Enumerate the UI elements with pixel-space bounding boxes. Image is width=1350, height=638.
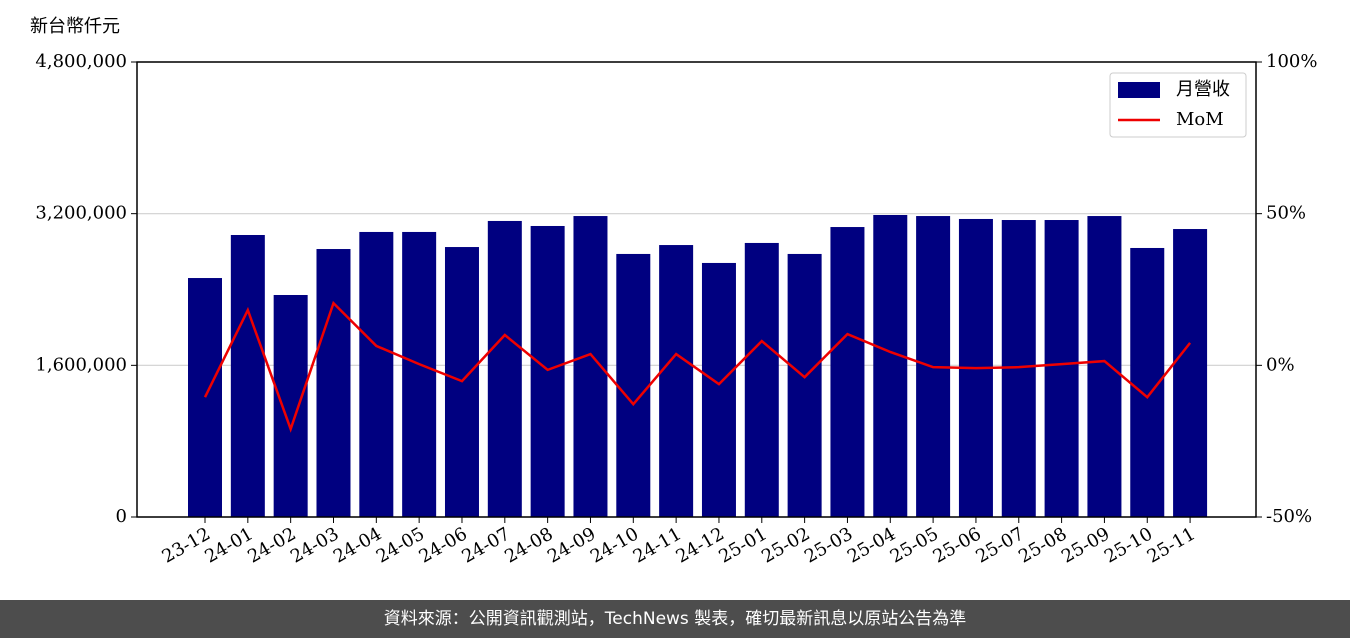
x-tick-label: 24-01	[201, 523, 256, 567]
y2-tick-label: 100%	[1266, 51, 1317, 72]
plot-frame	[136, 61, 1257, 518]
x-tick-label: 24-07	[458, 523, 513, 567]
chart: 新台幣仟元 0 1,600,000 3,200,000 4,800,000 -50% 0%…	[30, 16, 1317, 568]
x-tick-label: 24-08	[501, 523, 556, 567]
x-tick-label: 24-12	[673, 523, 728, 567]
bar	[701, 262, 736, 517]
legend-swatch	[1118, 82, 1160, 98]
bar	[830, 227, 865, 517]
bar	[273, 294, 308, 517]
legend-label: 月營收	[1176, 79, 1230, 100]
bar	[787, 253, 822, 517]
x-tick-label: 25-02	[758, 523, 813, 567]
bar	[316, 249, 351, 517]
footer: 資料來源：公開資訊觀測站，TechNews 製表，確切最新訊息以原站公告為準	[0, 600, 1350, 638]
x-tick-label: 24-04	[330, 523, 385, 567]
x-tick-label: 25-07	[972, 523, 1027, 567]
x-tick-label: 25-11	[1144, 523, 1199, 567]
x-tick-label: 24-11	[630, 523, 685, 567]
x-tick-label: 25-09	[1058, 523, 1113, 567]
bar	[659, 245, 694, 517]
x-tick-label: 25-06	[930, 523, 985, 567]
y-axis-label: 新台幣仟元	[30, 16, 120, 37]
x-tick-label: 24-09	[544, 523, 599, 567]
bar	[530, 225, 565, 518]
x-tick-label: 24-05	[373, 523, 428, 567]
y2-tick-label: 0%	[1266, 354, 1295, 375]
x-tick-label: 25-04	[844, 523, 899, 567]
legend-label: MoM	[1176, 109, 1224, 130]
y-tick-label: 3,200,000	[35, 203, 127, 224]
x-tick-label: 25-10	[1101, 523, 1156, 567]
x-tick-label: 24-02	[244, 523, 299, 567]
bar	[1044, 220, 1079, 518]
bar	[873, 214, 908, 517]
bar	[402, 231, 437, 517]
x-tick-label: 24-03	[287, 523, 342, 567]
x-tick-label: 25-03	[801, 523, 856, 567]
bar	[1173, 229, 1208, 517]
line	[203, 300, 1192, 433]
x-tick-label: 24-10	[587, 523, 642, 567]
x-tick-label: 25-08	[1015, 523, 1070, 567]
x-tick-label: 24-06	[416, 523, 471, 567]
x-tick-label: 23-12	[159, 523, 214, 567]
bar	[616, 253, 651, 517]
bar	[230, 234, 265, 517]
x-tick-label: 25-05	[887, 523, 942, 567]
bar	[359, 231, 394, 517]
y2-tick-label: -50%	[1266, 506, 1312, 527]
bar	[188, 278, 222, 517]
bar	[1087, 216, 1122, 518]
y2-tick-label: 50%	[1266, 203, 1306, 224]
bar	[744, 242, 779, 518]
y-tick-label: 1,600,000	[35, 354, 127, 375]
bar	[487, 220, 522, 517]
y-tick-label: 4,800,000	[35, 51, 127, 72]
y-tick-label: 0	[116, 506, 127, 527]
x-tick-label: 25-01	[715, 523, 770, 567]
